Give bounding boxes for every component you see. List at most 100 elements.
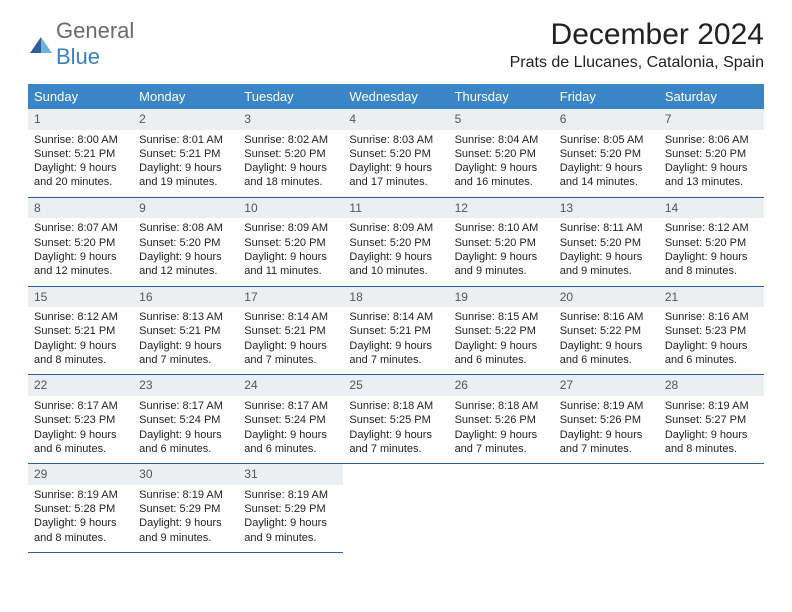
sunrise-line: Sunrise: 8:01 AM [139,133,232,147]
day-number: 29 [28,464,133,485]
daylight-line: Daylight: 9 hours and 8 minutes. [34,339,127,368]
day-number: 15 [28,286,133,307]
day-number: 5 [449,109,554,130]
day-number: 30 [133,464,238,485]
day-cell: Sunrise: 8:02 AMSunset: 5:20 PMDaylight:… [238,130,343,198]
daylight-line: Daylight: 9 hours and 18 minutes. [244,161,337,190]
sunset-line: Sunset: 5:21 PM [34,324,127,338]
sunset-line: Sunset: 5:20 PM [665,147,758,161]
sunrise-line: Sunrise: 8:08 AM [139,221,232,235]
day-cell: Sunrise: 8:01 AMSunset: 5:21 PMDaylight:… [133,130,238,198]
sunrise-line: Sunrise: 8:00 AM [34,133,127,147]
day-cell: Sunrise: 8:19 AMSunset: 5:29 PMDaylight:… [238,485,343,553]
day-cell: Sunrise: 8:17 AMSunset: 5:24 PMDaylight:… [133,396,238,464]
day-cell: Sunrise: 8:14 AMSunset: 5:21 PMDaylight:… [238,307,343,375]
day-cell: Sunrise: 8:17 AMSunset: 5:24 PMDaylight:… [238,396,343,464]
day-number: 23 [133,375,238,396]
day-number [343,464,448,485]
location: Prats de Llucanes, Catalonia, Spain [510,54,764,72]
daylight-line: Daylight: 9 hours and 12 minutes. [139,250,232,279]
day-number: 14 [659,197,764,218]
weekday-header: Saturday [659,84,764,109]
sunset-line: Sunset: 5:27 PM [665,413,758,427]
day-number-row: 891011121314 [28,197,764,218]
weekday-header: Sunday [28,84,133,109]
day-cell: Sunrise: 8:09 AMSunset: 5:20 PMDaylight:… [238,218,343,286]
weekday-header: Thursday [449,84,554,109]
day-number: 21 [659,286,764,307]
day-number: 19 [449,286,554,307]
day-number-row: 293031 [28,464,764,485]
sunrise-line: Sunrise: 8:17 AM [34,399,127,413]
day-number: 25 [343,375,448,396]
day-number: 26 [449,375,554,396]
daylight-line: Daylight: 9 hours and 8 minutes. [665,250,758,279]
day-cell: Sunrise: 8:00 AMSunset: 5:21 PMDaylight:… [28,130,133,198]
sunrise-line: Sunrise: 8:06 AM [665,133,758,147]
day-number [554,464,659,485]
sunset-line: Sunset: 5:21 PM [139,324,232,338]
day-cell: Sunrise: 8:04 AMSunset: 5:20 PMDaylight:… [449,130,554,198]
daylight-line: Daylight: 9 hours and 9 minutes. [455,250,548,279]
daylight-line: Daylight: 9 hours and 7 minutes. [560,428,653,457]
day-number: 13 [554,197,659,218]
weekday-header: Wednesday [343,84,448,109]
day-number: 22 [28,375,133,396]
sunset-line: Sunset: 5:20 PM [34,236,127,250]
day-cell: Sunrise: 8:03 AMSunset: 5:20 PMDaylight:… [343,130,448,198]
daylight-line: Daylight: 9 hours and 16 minutes. [455,161,548,190]
sunset-line: Sunset: 5:29 PM [244,502,337,516]
daylight-line: Daylight: 9 hours and 8 minutes. [665,428,758,457]
day-cell: Sunrise: 8:14 AMSunset: 5:21 PMDaylight:… [343,307,448,375]
day-cell: Sunrise: 8:19 AMSunset: 5:27 PMDaylight:… [659,396,764,464]
daylight-line: Daylight: 9 hours and 6 minutes. [665,339,758,368]
day-cell [343,485,448,553]
sunrise-line: Sunrise: 8:14 AM [244,310,337,324]
daylight-line: Daylight: 9 hours and 20 minutes. [34,161,127,190]
day-number-row: 1234567 [28,109,764,130]
sunset-line: Sunset: 5:21 PM [244,324,337,338]
daylight-line: Daylight: 9 hours and 9 minutes. [560,250,653,279]
day-cell: Sunrise: 8:08 AMSunset: 5:20 PMDaylight:… [133,218,238,286]
day-number: 1 [28,109,133,130]
daylight-line: Daylight: 9 hours and 7 minutes. [139,339,232,368]
logo-text: General Blue [56,18,134,70]
logo-icon [28,31,54,57]
day-cell: Sunrise: 8:12 AMSunset: 5:20 PMDaylight:… [659,218,764,286]
day-number: 20 [554,286,659,307]
sunset-line: Sunset: 5:22 PM [455,324,548,338]
sunrise-line: Sunrise: 8:04 AM [455,133,548,147]
sunset-line: Sunset: 5:21 PM [34,147,127,161]
day-number-row: 22232425262728 [28,375,764,396]
sunrise-line: Sunrise: 8:17 AM [244,399,337,413]
day-cell: Sunrise: 8:18 AMSunset: 5:26 PMDaylight:… [449,396,554,464]
logo-text-general: General [56,18,134,43]
daylight-line: Daylight: 9 hours and 6 minutes. [560,339,653,368]
sunrise-line: Sunrise: 8:14 AM [349,310,442,324]
sunrise-line: Sunrise: 8:02 AM [244,133,337,147]
day-cell: Sunrise: 8:06 AMSunset: 5:20 PMDaylight:… [659,130,764,198]
day-cell: Sunrise: 8:17 AMSunset: 5:23 PMDaylight:… [28,396,133,464]
sunset-line: Sunset: 5:20 PM [349,236,442,250]
daylight-line: Daylight: 9 hours and 17 minutes. [349,161,442,190]
sunset-line: Sunset: 5:21 PM [349,324,442,338]
day-number [449,464,554,485]
sunrise-line: Sunrise: 8:09 AM [244,221,337,235]
weekday-header: Monday [133,84,238,109]
day-cell: Sunrise: 8:05 AMSunset: 5:20 PMDaylight:… [554,130,659,198]
sunrise-line: Sunrise: 8:18 AM [455,399,548,413]
day-number: 17 [238,286,343,307]
day-number: 18 [343,286,448,307]
weekday-header: Friday [554,84,659,109]
sunrise-line: Sunrise: 8:12 AM [34,310,127,324]
day-detail-row: Sunrise: 8:07 AMSunset: 5:20 PMDaylight:… [28,218,764,286]
daylight-line: Daylight: 9 hours and 11 minutes. [244,250,337,279]
day-cell: Sunrise: 8:11 AMSunset: 5:20 PMDaylight:… [554,218,659,286]
daylight-line: Daylight: 9 hours and 9 minutes. [139,516,232,545]
logo-text-blue: Blue [56,44,100,69]
daylight-line: Daylight: 9 hours and 9 minutes. [244,516,337,545]
sunrise-line: Sunrise: 8:19 AM [665,399,758,413]
day-cell: Sunrise: 8:10 AMSunset: 5:20 PMDaylight:… [449,218,554,286]
daylight-line: Daylight: 9 hours and 19 minutes. [139,161,232,190]
sunset-line: Sunset: 5:20 PM [665,236,758,250]
